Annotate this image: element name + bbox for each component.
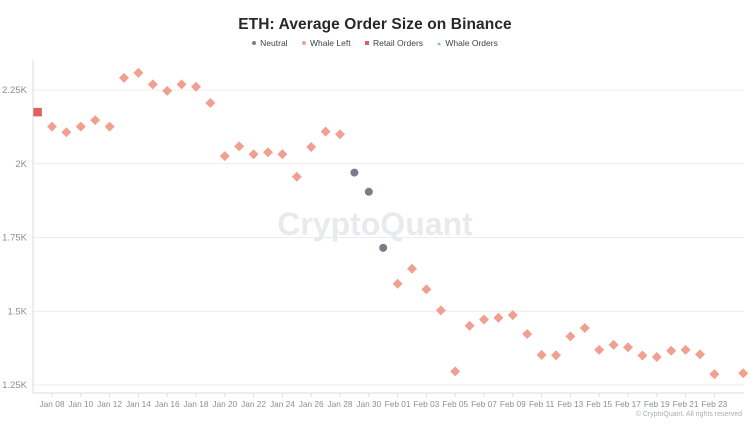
svg-text:Jan 22: Jan 22 xyxy=(241,399,266,409)
svg-text:Feb 01: Feb 01 xyxy=(385,399,411,409)
svg-text:Jan 08: Jan 08 xyxy=(40,399,65,409)
svg-text:Feb 19: Feb 19 xyxy=(644,399,670,409)
svg-text:2.25K: 2.25K xyxy=(2,85,27,96)
svg-text:Jan 30: Jan 30 xyxy=(356,399,381,409)
svg-text:Feb 13: Feb 13 xyxy=(557,399,583,409)
svg-text:Feb 23: Feb 23 xyxy=(701,399,727,409)
svg-text:Jan 12: Jan 12 xyxy=(97,399,122,409)
svg-text:Feb 05: Feb 05 xyxy=(442,399,468,409)
svg-text:Jan 18: Jan 18 xyxy=(184,399,209,409)
svg-text:Feb 03: Feb 03 xyxy=(413,399,439,409)
svg-text:Feb 17: Feb 17 xyxy=(615,399,641,409)
svg-text:Feb 09: Feb 09 xyxy=(500,399,526,409)
svg-text:Jan 28: Jan 28 xyxy=(328,399,353,409)
svg-text:Jan 16: Jan 16 xyxy=(155,399,180,409)
svg-text:2K: 2K xyxy=(15,159,27,170)
svg-text:Feb 15: Feb 15 xyxy=(586,399,612,409)
svg-text:Feb 07: Feb 07 xyxy=(471,399,497,409)
svg-text:1.25K: 1.25K xyxy=(2,380,27,391)
svg-text:Jan 10: Jan 10 xyxy=(68,399,93,409)
svg-text:Feb 21: Feb 21 xyxy=(673,399,699,409)
svg-text:Jan 24: Jan 24 xyxy=(270,399,295,409)
svg-text:Jan 14: Jan 14 xyxy=(126,399,151,409)
svg-text:Feb 11: Feb 11 xyxy=(529,399,555,409)
svg-text:Jan 26: Jan 26 xyxy=(299,399,324,409)
svg-text:1.5K: 1.5K xyxy=(7,306,27,317)
svg-text:Jan 20: Jan 20 xyxy=(212,399,237,409)
